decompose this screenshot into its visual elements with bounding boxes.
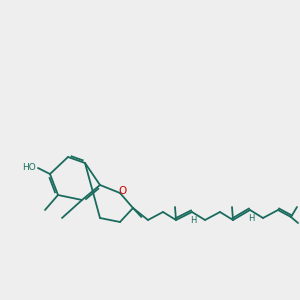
Text: HO: HO bbox=[22, 163, 36, 172]
Text: H: H bbox=[248, 214, 255, 223]
Text: O: O bbox=[118, 186, 127, 196]
Text: H: H bbox=[190, 216, 197, 225]
